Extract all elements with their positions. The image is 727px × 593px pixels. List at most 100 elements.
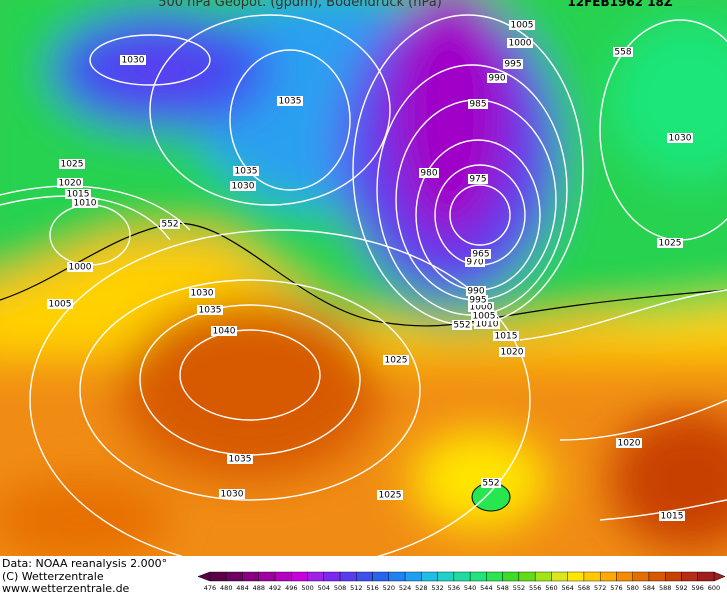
label-bg [616, 438, 642, 448]
isobar-label: 985 [469, 100, 486, 110]
isobar-label: 990 [467, 287, 484, 297]
colorbar-swatch [209, 571, 227, 582]
colorbar-swatch [599, 571, 617, 582]
label-bg [383, 355, 409, 365]
label-bg [67, 262, 93, 272]
colorbar-swatch [421, 571, 438, 582]
colorbar-arrow [197, 571, 211, 582]
isobar-label: 1020 [618, 439, 641, 449]
colorbar-label: 592 [675, 584, 687, 592]
colorbar-swatch [551, 571, 568, 582]
isobar-label: 1030 [191, 289, 214, 299]
isobar-label: 552 [453, 321, 470, 331]
map-title: 500 hPa Geopot. (gpdm), Bodendruck (hPa) [158, 0, 442, 10]
isobar-label: 558 [614, 48, 631, 58]
colorbar-swatch [583, 571, 601, 582]
colorbar-label: 548 [496, 584, 508, 592]
colorbar-swatch [632, 571, 650, 582]
colorbar-swatch [681, 571, 698, 582]
colorbar-swatch [518, 571, 536, 582]
colorbar-swatch [404, 571, 422, 582]
isobar-label: 995 [469, 296, 486, 306]
label-bg [468, 174, 488, 184]
colorbar-label: 580 [626, 584, 638, 592]
colorbar-label: 568 [578, 584, 590, 592]
colorbar-swatch [242, 571, 259, 582]
colorbar-label: 544 [480, 584, 492, 592]
colorbar-label: 600 [708, 584, 720, 592]
label-bg [233, 166, 259, 176]
isobar-label: 1020 [59, 179, 82, 189]
isobar-label: 1000 [470, 303, 493, 313]
colorbar-label: 556 [529, 584, 541, 592]
isobar-label: 1005 [511, 21, 534, 31]
colorbar-label: 484 [236, 584, 248, 592]
label-bg [503, 59, 523, 69]
label-bg [65, 189, 91, 199]
isobar-label: 975 [469, 175, 486, 185]
label-bg [509, 20, 535, 30]
colorbar-swatch [665, 571, 682, 582]
colorbar-label: 488 [253, 584, 265, 592]
label-bg [493, 331, 519, 341]
label-bg [47, 299, 73, 309]
colorbar-swatch [486, 571, 503, 582]
colorbar-swatch [274, 571, 292, 582]
label-bg [507, 38, 533, 48]
colorbar-swatch [697, 571, 715, 582]
footer-copyright: (C) Wetterzentrale [2, 570, 104, 583]
colorbar-swatch [372, 571, 390, 582]
colorbar-label: 576 [610, 584, 622, 592]
colorbar-swatch [534, 571, 552, 582]
colorbar-label: 572 [594, 584, 606, 592]
colorbar-label: 532 [431, 584, 443, 592]
colorbar-label: 504 [318, 584, 330, 592]
colorbar-label: 536 [448, 584, 460, 592]
label-bg [466, 286, 486, 296]
label-bg [468, 295, 488, 305]
label-bg [197, 305, 223, 315]
isobar-label: 1030 [221, 490, 244, 500]
label-bg [277, 96, 303, 106]
colorbar-label: 480 [220, 584, 232, 592]
label-bg [377, 490, 403, 500]
isobar-label: 1025 [659, 239, 682, 249]
colorbar-label: 508 [334, 584, 346, 592]
colorbar-swatch [388, 571, 406, 582]
colorbar-swatch [453, 571, 471, 582]
label-bg [59, 159, 85, 169]
colorbar-label: 516 [366, 584, 378, 592]
label-bg [657, 238, 683, 248]
isobar-label: 1040 [213, 327, 236, 337]
colorbar-label: 560 [545, 584, 557, 592]
label-bg [468, 302, 494, 312]
colorbar-swatch [307, 571, 325, 582]
colorbar-label: 492 [269, 584, 281, 592]
isobar-labels: 1030103510351030102510201015101010001005… [47, 20, 693, 522]
isobar-label: 970 [466, 258, 483, 268]
label-bg [72, 198, 98, 208]
colorbar-label: 540 [464, 584, 476, 592]
isobar-label: 990 [488, 74, 505, 84]
colorbar-swatch [567, 571, 585, 582]
footer-source: Data: NOAA reanalysis 2.000° [2, 557, 167, 570]
isobar-label: 552 [482, 479, 499, 489]
label-bg [452, 320, 472, 330]
isobar-label: 1010 [476, 320, 499, 330]
label-bg [468, 99, 488, 109]
label-bg [160, 219, 180, 229]
footer-url: www.wetterzentrale.de [2, 582, 130, 593]
label-bg [471, 249, 491, 259]
label-bg [211, 326, 237, 336]
height-line [0, 222, 727, 327]
label-bg [189, 288, 215, 298]
colorbar-label: 588 [659, 584, 671, 592]
colorbar-swatch [469, 571, 487, 582]
isobar-label: 1035 [199, 306, 222, 316]
colorbar-swatch [437, 571, 455, 582]
isobar-label: 1035 [279, 97, 302, 107]
colorbar-label: 496 [285, 584, 297, 592]
isobar-label: 1005 [49, 300, 72, 310]
colorbar: 476 480 484 488 492 496 500 504 508 512 516 520 524 5… [197, 571, 726, 592]
